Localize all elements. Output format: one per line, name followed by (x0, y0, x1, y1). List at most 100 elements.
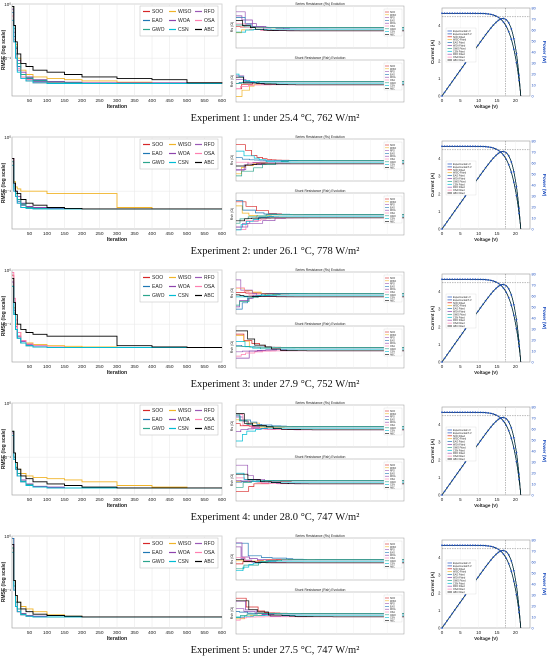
legend-label-gwo: GWO (152, 293, 165, 299)
rsh-evolution-plot-ylabel: Rsh (Ω) (230, 341, 234, 353)
iv-measured-point (485, 13, 487, 15)
pv-measured-point (492, 423, 494, 425)
iv-legend-label: ABC Fitted (453, 591, 465, 594)
legend-label-woa: WOA (178, 550, 191, 556)
iv-x-tick-label: 15 (494, 98, 500, 103)
y-axis-label: RMSE (log scale) (1, 295, 7, 336)
pv-y-axis-label: Power (W) (542, 440, 547, 463)
legend-label-gwo: GWO (152, 426, 165, 432)
pv-measured-point (503, 18, 505, 20)
x-tick-label: 600 (218, 98, 226, 104)
iv-measured-point (472, 544, 474, 546)
iv-measured-point (490, 545, 492, 547)
pv-measured-point (516, 53, 518, 55)
pv-measured-point (444, 357, 446, 359)
pv-measured-point (492, 24, 494, 26)
experiment-caption: Experiment 3: under 27.9 °C, 752 W/m² (0, 377, 550, 393)
iv-measured-point (459, 544, 461, 546)
rs-evolution-plot-legend-label: GWO (390, 162, 396, 164)
iv-measured-point (474, 544, 476, 546)
legend-label-woa: WOA (178, 18, 191, 24)
rs-evolution-plot-legend-label: WISO (390, 281, 396, 283)
iv-measured-point (457, 12, 459, 14)
iv-measured-point (477, 544, 479, 546)
x-tick-label: 550 (200, 630, 208, 636)
pv-measured-point (485, 433, 487, 435)
iv-measured-point (446, 145, 448, 147)
legend-label-soo: SOO (152, 9, 163, 15)
legend-label-abc: ABC (204, 27, 215, 33)
legend-label-woa: WOA (178, 417, 191, 423)
iv-x-axis-label: Voltage (V) (474, 237, 498, 242)
pv-measured-point (462, 199, 464, 201)
pv-measured-point (518, 473, 520, 475)
iv-y-tick-label: 1 (438, 342, 441, 347)
iv-x-tick-label: 10 (476, 364, 482, 369)
x-tick-label: 50 (27, 231, 33, 237)
x-tick-label: 450 (165, 630, 173, 636)
legend-label-soo: SOO (152, 142, 163, 148)
rs-evolution-plot-legend-label: CSN (390, 165, 395, 167)
pv-measured-point (449, 217, 451, 219)
rs-evolution-plot-title: Series Resistance (Rs) Evolution (295, 135, 345, 139)
x-tick-label: 600 (218, 231, 226, 237)
y-axis-label: RMSE (log scale) (1, 561, 7, 602)
iv-measured-point (518, 79, 520, 81)
legend-label-soo: SOO (152, 275, 163, 281)
legend-label-wiso: WISO (178, 408, 191, 414)
pv-measured-point (444, 91, 446, 93)
legend-label-gwo: GWO (152, 160, 165, 166)
rsh-evolution-plot-legend-label: OSA (390, 79, 395, 82)
iv-measured-point (444, 278, 446, 280)
iv-x-tick-label: 5 (459, 630, 462, 635)
iv-measured-point (513, 314, 515, 316)
iv-measured-point (467, 278, 469, 280)
iv-measured-point (508, 563, 510, 565)
iv-measured-point (462, 544, 464, 546)
iv-measured-point (464, 411, 466, 413)
pv-measured-point (480, 440, 482, 442)
rs-evolution-plot-legend-label: SOO (390, 12, 395, 14)
x-tick-label: 500 (183, 630, 191, 636)
legend-label-abc: ABC (204, 160, 215, 166)
pv-measured-point (459, 70, 461, 72)
iv-measured-point (490, 13, 492, 15)
rs-evolution-plot-legend-label: WISO (390, 547, 396, 549)
iv-x-tick-label: 0 (441, 497, 444, 502)
iv-x-axis-label: Voltage (V) (474, 104, 498, 109)
pv-y-tick-label: 30 (532, 62, 536, 66)
iv-x-tick-label: 10 (476, 231, 482, 236)
iv-measured-point (469, 278, 471, 280)
rs-evolution-plot-legend-label: WISO (390, 15, 396, 17)
iv-x-tick-label: 20 (513, 364, 519, 369)
pv-measured-point (459, 336, 461, 338)
rs-evolution-plot-legend-label: RFO (390, 550, 395, 552)
rsh-evolution-plot-legend-label: CSN (390, 352, 395, 354)
iv-y-tick-label: 2 (438, 58, 441, 63)
iv-x-tick-label: 10 (476, 497, 482, 502)
iv-y-tick-label: 3 (438, 440, 441, 445)
pv-measured-point (482, 37, 484, 39)
rsh-evolution-plot-legend-label: WISO (390, 69, 396, 71)
pv-measured-point (446, 354, 448, 356)
pv-measured-point (516, 319, 518, 321)
iv-y-tick-label: 4 (438, 23, 441, 28)
rs-evolution-plot-legend-label: CSN (390, 298, 395, 300)
iv-measured-point (516, 62, 518, 64)
iv-measured-point (459, 278, 461, 280)
x-tick-label: 200 (78, 364, 86, 370)
rsh-evolution-plot-legend-label: WISO (390, 202, 396, 204)
pv-y-tick-label: 60 (532, 162, 536, 166)
pv-y-tick-label: 60 (532, 428, 536, 432)
rs-evolution-plot-legend-label: WOA (390, 155, 396, 158)
legend-label-eao: EAO (152, 151, 163, 157)
pv-measured-point (457, 73, 459, 75)
